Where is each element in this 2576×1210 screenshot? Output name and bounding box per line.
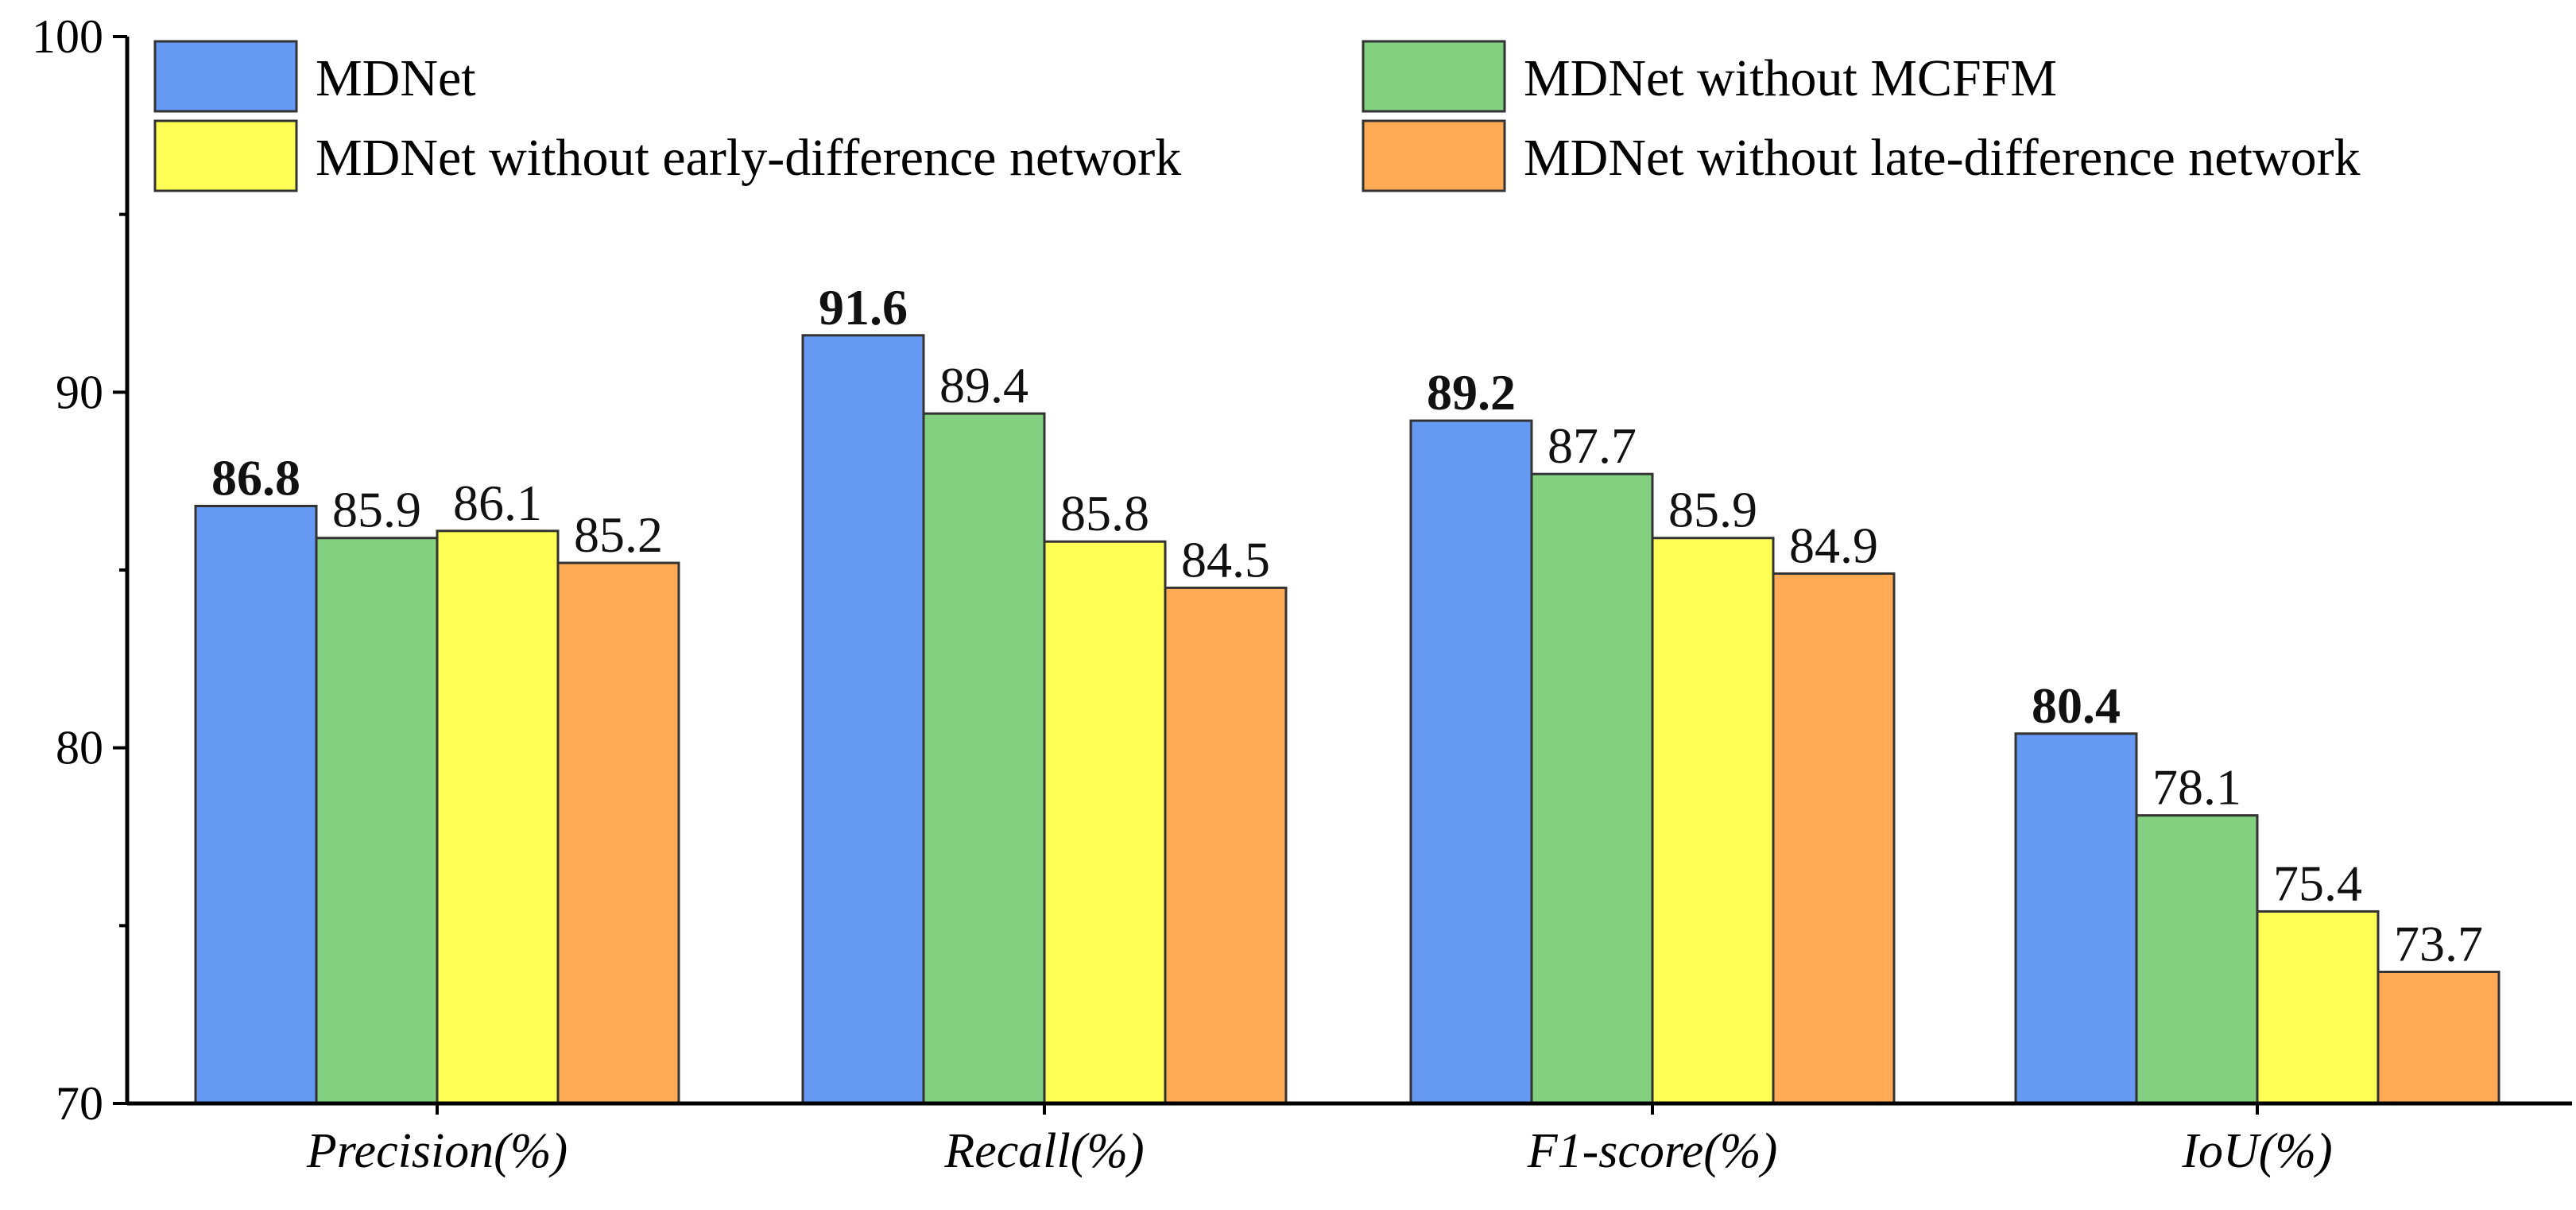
value-label: 87.7 (1548, 417, 1637, 474)
value-label: 78.1 (2152, 759, 2241, 816)
legend-label: MDNet without late-difference network (1524, 129, 2361, 187)
legend-item: MDNet without late-difference network (1362, 119, 2361, 192)
legend-swatch (1362, 40, 1506, 113)
bar-2-2 (922, 412, 1046, 1105)
value-label: 85.2 (574, 506, 663, 563)
x-tick-label: Recall(%) (943, 1124, 1144, 1178)
value-label: 85.9 (1668, 482, 1757, 538)
value-label: 85.8 (1060, 485, 1149, 541)
bar-4-2 (1164, 586, 1288, 1105)
value-label: 84.5 (1181, 531, 1270, 588)
y-tick-label: 70 (56, 1077, 103, 1130)
bar-3-4 (2256, 909, 2380, 1105)
bar-2-1 (315, 537, 439, 1105)
bar-4-1 (556, 561, 680, 1105)
y-tick-label: 90 (56, 366, 103, 418)
value-label: 80.4 (2032, 677, 2121, 734)
legend-item: MDNet without MCFFM (1362, 40, 2057, 113)
bar-4-4 (2377, 970, 2500, 1105)
value-label: 85.9 (332, 482, 421, 538)
bar-3-1 (436, 529, 560, 1105)
value-label: 84.9 (1789, 517, 1878, 573)
legend-label: MDNet without MCFFM (1524, 49, 2057, 107)
legend-swatch (1362, 119, 1506, 192)
x-tick-label: Precision(%) (306, 1124, 567, 1178)
bar-3-3 (1651, 537, 1775, 1105)
bar-3-2 (1043, 540, 1167, 1105)
bar-1-4 (2014, 732, 2138, 1105)
y-tick-label: 100 (32, 10, 103, 63)
legend-label: MDNet (316, 49, 476, 107)
bar-4-3 (1772, 572, 1896, 1105)
value-label: 86.1 (453, 475, 542, 531)
x-tick-label: F1-score(%) (1527, 1124, 1777, 1178)
bar-1-1 (194, 504, 318, 1105)
bar-1-2 (801, 334, 925, 1105)
labels-layer: 86.8 85.9 86.1 85.2 Precision(%) 91.6 89.4 85.8… (211, 279, 2483, 1178)
bar-2-3 (1530, 472, 1654, 1105)
value-label: 91.6 (819, 279, 908, 335)
legend-label: MDNet without early-difference network (316, 129, 1181, 187)
value-label: 89.2 (1427, 364, 1516, 421)
value-label: 86.8 (211, 449, 300, 506)
value-label: 73.7 (2394, 915, 2483, 971)
bar-1-3 (1409, 419, 1533, 1105)
bar-2-4 (2135, 814, 2259, 1105)
legend-item: MDNet without early-difference network (153, 119, 1181, 192)
value-label: 75.4 (2273, 855, 2362, 911)
legend-item: MDNet (153, 40, 476, 113)
x-tick-label: IoU(%) (2181, 1124, 2332, 1178)
value-label: 89.4 (939, 357, 1028, 413)
legend: MDNet MDNet without MCFFM MDNet without ea… (153, 40, 2361, 192)
axes-layer: 70 80 90 100 (32, 10, 2572, 1130)
legend-swatch (153, 119, 298, 192)
bars-layer (194, 334, 2500, 1105)
legend-swatch (153, 40, 298, 113)
y-tick-label: 80 (56, 722, 103, 774)
